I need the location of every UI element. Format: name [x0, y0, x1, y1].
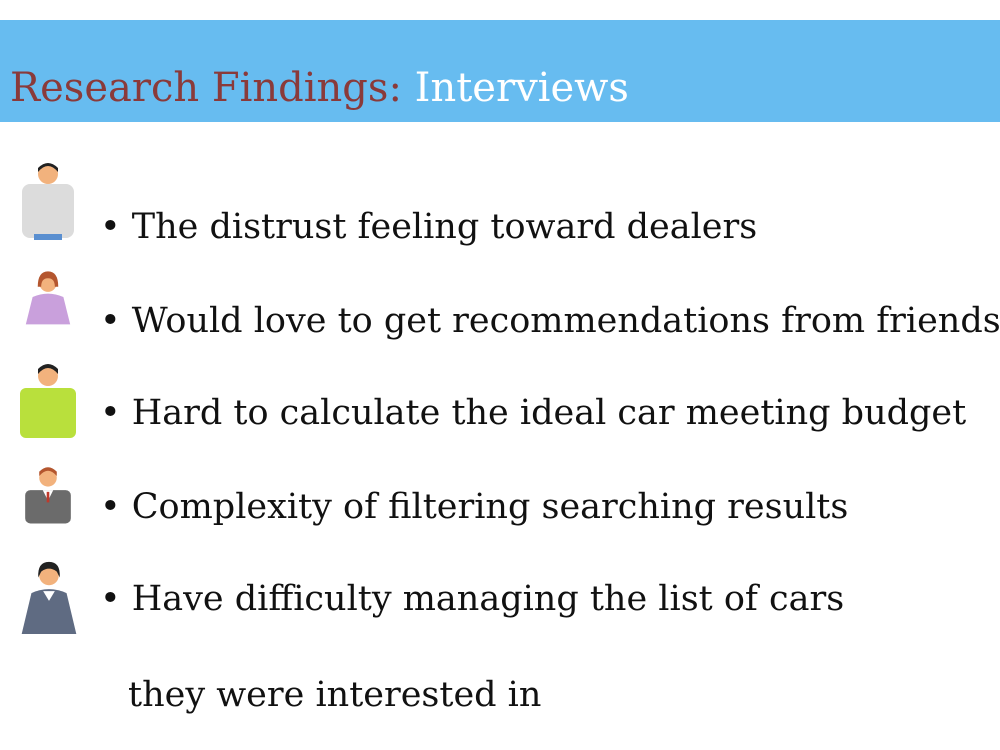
finding-item: • Would love to get recommendations from… — [0, 268, 1000, 358]
finding-text: • Would love to get recommendations from… — [100, 301, 1000, 341]
finding-text: • Have difficulty managing the list of c… — [100, 579, 845, 619]
finding-text: • The distrust feeling toward dealers — [100, 207, 758, 247]
businesswoman-icon — [21, 561, 77, 635]
finding-item: • Hard to calculate the ideal car meetin… — [0, 360, 1000, 450]
man-green-shirt-icon — [20, 364, 76, 438]
man-casual-icon — [22, 163, 74, 240]
title-topic: Interviews — [414, 65, 629, 111]
finding-text: • Hard to calculate the ideal car meetin… — [100, 393, 967, 433]
finding-item: • Complexity of filtering searching resu… — [0, 462, 1000, 552]
title-banner — [0, 20, 1000, 122]
finding-item: • Have difficulty managing the list of c… — [0, 556, 1000, 646]
finding-text: • Complexity of filtering searching resu… — [100, 487, 849, 527]
finding-item: • The distrust feeling toward dealers — [0, 160, 1000, 250]
title-prefix: Research Findings: — [10, 65, 402, 111]
finding-text-continuation: they were interested in — [128, 675, 542, 715]
woman-purple-icon — [25, 271, 71, 325]
businessman-icon — [25, 467, 71, 524]
slide-title: Research Findings: Interviews — [10, 64, 629, 112]
